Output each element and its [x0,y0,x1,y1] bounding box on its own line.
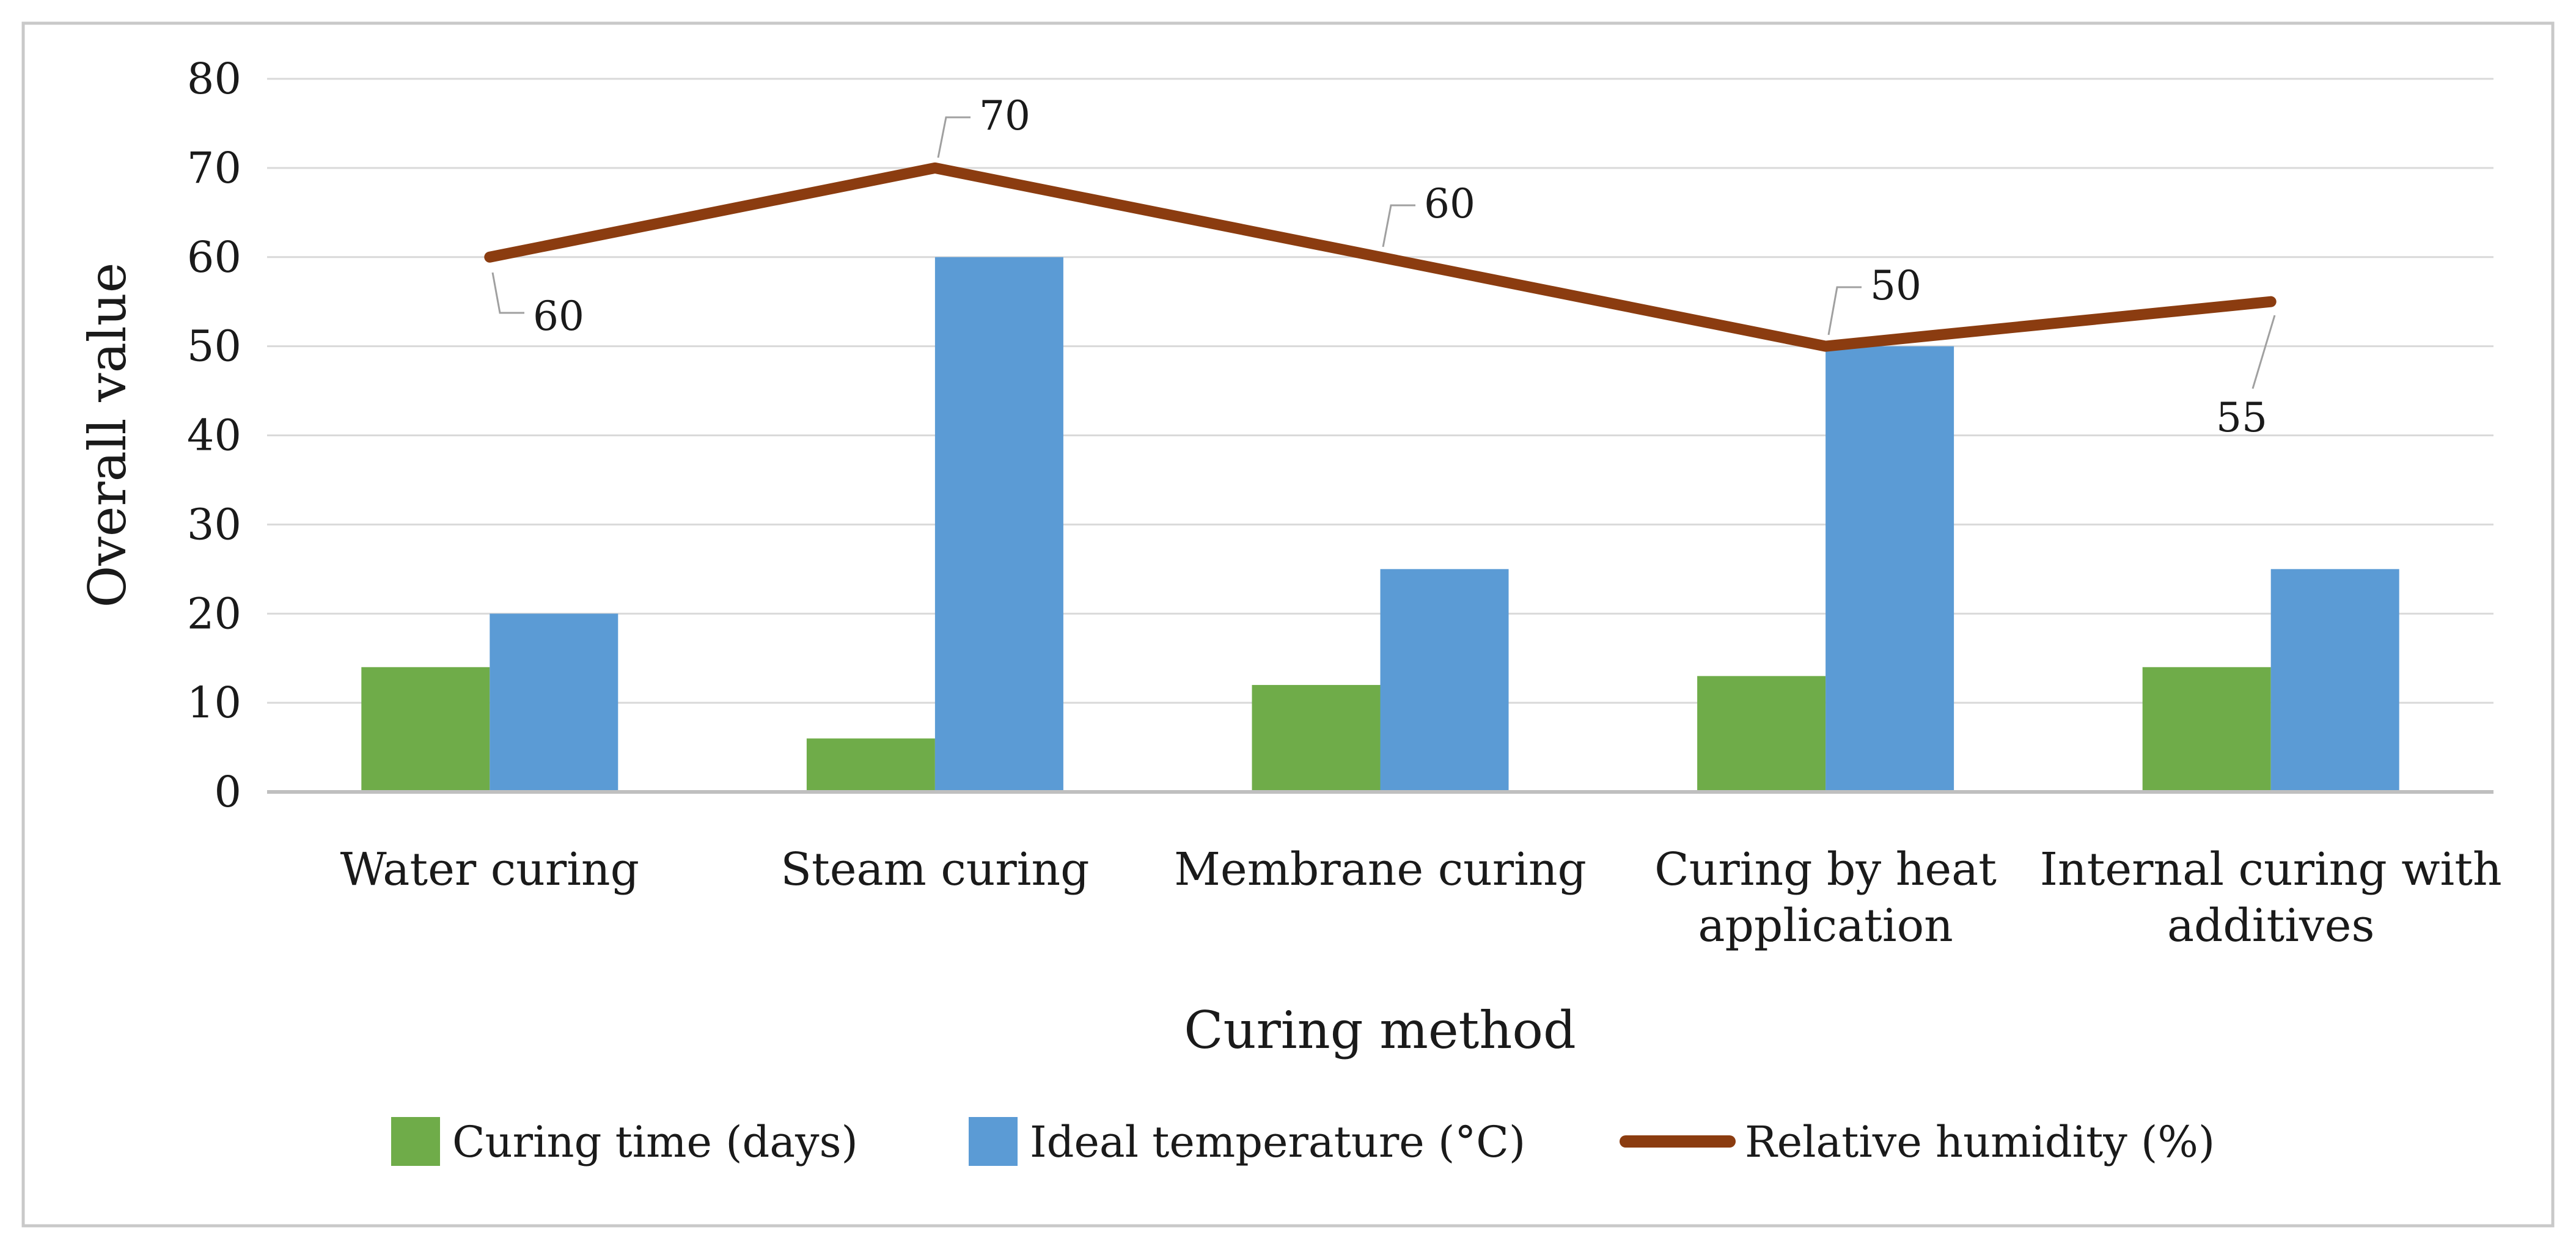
category-label-3: Curing by heat [1654,843,1997,896]
bar-ideal-temperature-1 [934,257,1063,792]
y-axis-title: Overall value [78,263,138,608]
category-label-2: Membrane curing [1174,843,1587,896]
bar-ideal-temperature-2 [1380,569,1509,792]
bar-curing-time-1 [806,738,935,792]
data-label-leader-2 [1382,204,1415,247]
chart-frame [21,21,2555,1228]
data-label-leader-1 [937,116,971,158]
x-axis-title: Curing method [1184,1000,1576,1060]
category-label-1: Steam curing [780,843,1089,896]
legend-label-2: Relative humidity (%) [1745,1117,2215,1167]
legend-line-swatch [1620,1135,1736,1148]
data-label-3: 50 [1870,262,1921,309]
bar-curing-time-4 [2142,667,2271,792]
ytick-label-20: 20 [187,588,241,639]
bar-curing-time-2 [1252,684,1381,792]
data-label-leader-4 [2251,315,2276,389]
ytick-label-0: 0 [214,767,241,817]
ytick-label-40: 40 [187,411,241,461]
data-label-0: 60 [533,293,584,340]
data-label-2: 60 [1424,180,1475,227]
legend-swatch-0 [391,1117,440,1166]
ytick-label-70: 70 [187,143,241,193]
legend-label-0: Curing time (days) [452,1117,858,1167]
ytick-label-10: 10 [187,678,241,728]
data-label-4: 55 [2216,394,2267,441]
bar-curing-time-3 [1697,676,1826,792]
ytick-label-60: 60 [187,232,241,282]
bar-ideal-temperature-3 [1826,346,1954,792]
bar-curing-time-0 [361,667,490,792]
bar-ideal-temperature-0 [490,614,618,792]
data-label-leader-0 [491,272,524,314]
legend-swatch-1 [969,1117,1018,1166]
category-label-3-line2: application [1698,899,1953,952]
ytick-label-50: 50 [187,321,241,372]
data-label-leader-3 [1827,286,1862,335]
legend-label-1: Ideal temperature (°C) [1030,1117,1525,1167]
category-label-0: Water curing [340,843,639,896]
ytick-label-30: 30 [187,499,241,549]
relative-humidity-line [484,162,2277,352]
data-label-1: 70 [979,92,1030,139]
category-label-4: Internal curing with [2040,843,2502,896]
category-label-4-line2: additives [2167,899,2375,952]
bar-ideal-temperature-4 [2270,569,2399,792]
ytick-label-80: 80 [187,54,241,104]
